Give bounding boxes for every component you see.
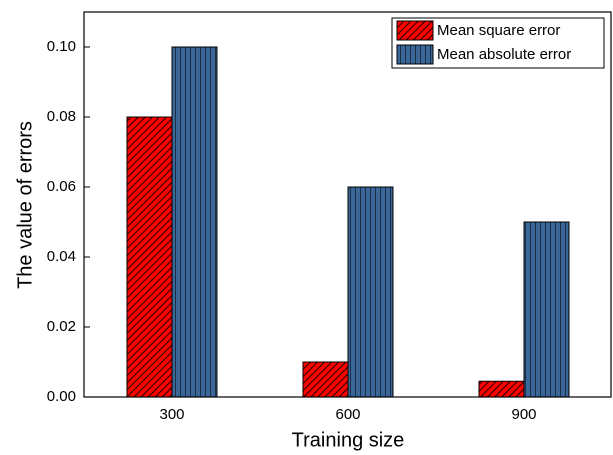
y-axis-title: The value of errors — [14, 121, 36, 289]
x-tick-label: 300 — [159, 406, 184, 423]
bar — [302, 361, 349, 398]
bar — [126, 116, 173, 398]
bar — [347, 186, 394, 398]
bar — [478, 380, 525, 398]
x-axis-title: Training size — [292, 429, 405, 451]
x-tick-label: 600 — [335, 406, 360, 423]
y-tick-label: 0.02 — [47, 318, 76, 335]
bar — [523, 221, 570, 398]
y-tick-label: 0.00 — [47, 388, 76, 405]
legend-label: Mean absolute error — [437, 46, 571, 63]
legend-label: Mean square error — [437, 22, 560, 39]
plot-frame — [83, 11, 612, 398]
legend-swatch — [396, 44, 434, 65]
y-tick-label: 0.06 — [47, 178, 76, 195]
y-tick-label: 0.04 — [47, 248, 76, 265]
x-tick-label: 900 — [511, 406, 536, 423]
y-tick-label: 0.10 — [47, 38, 76, 55]
y-tick-label: 0.08 — [47, 108, 76, 125]
legend-swatch — [396, 20, 434, 41]
bar — [171, 46, 218, 398]
